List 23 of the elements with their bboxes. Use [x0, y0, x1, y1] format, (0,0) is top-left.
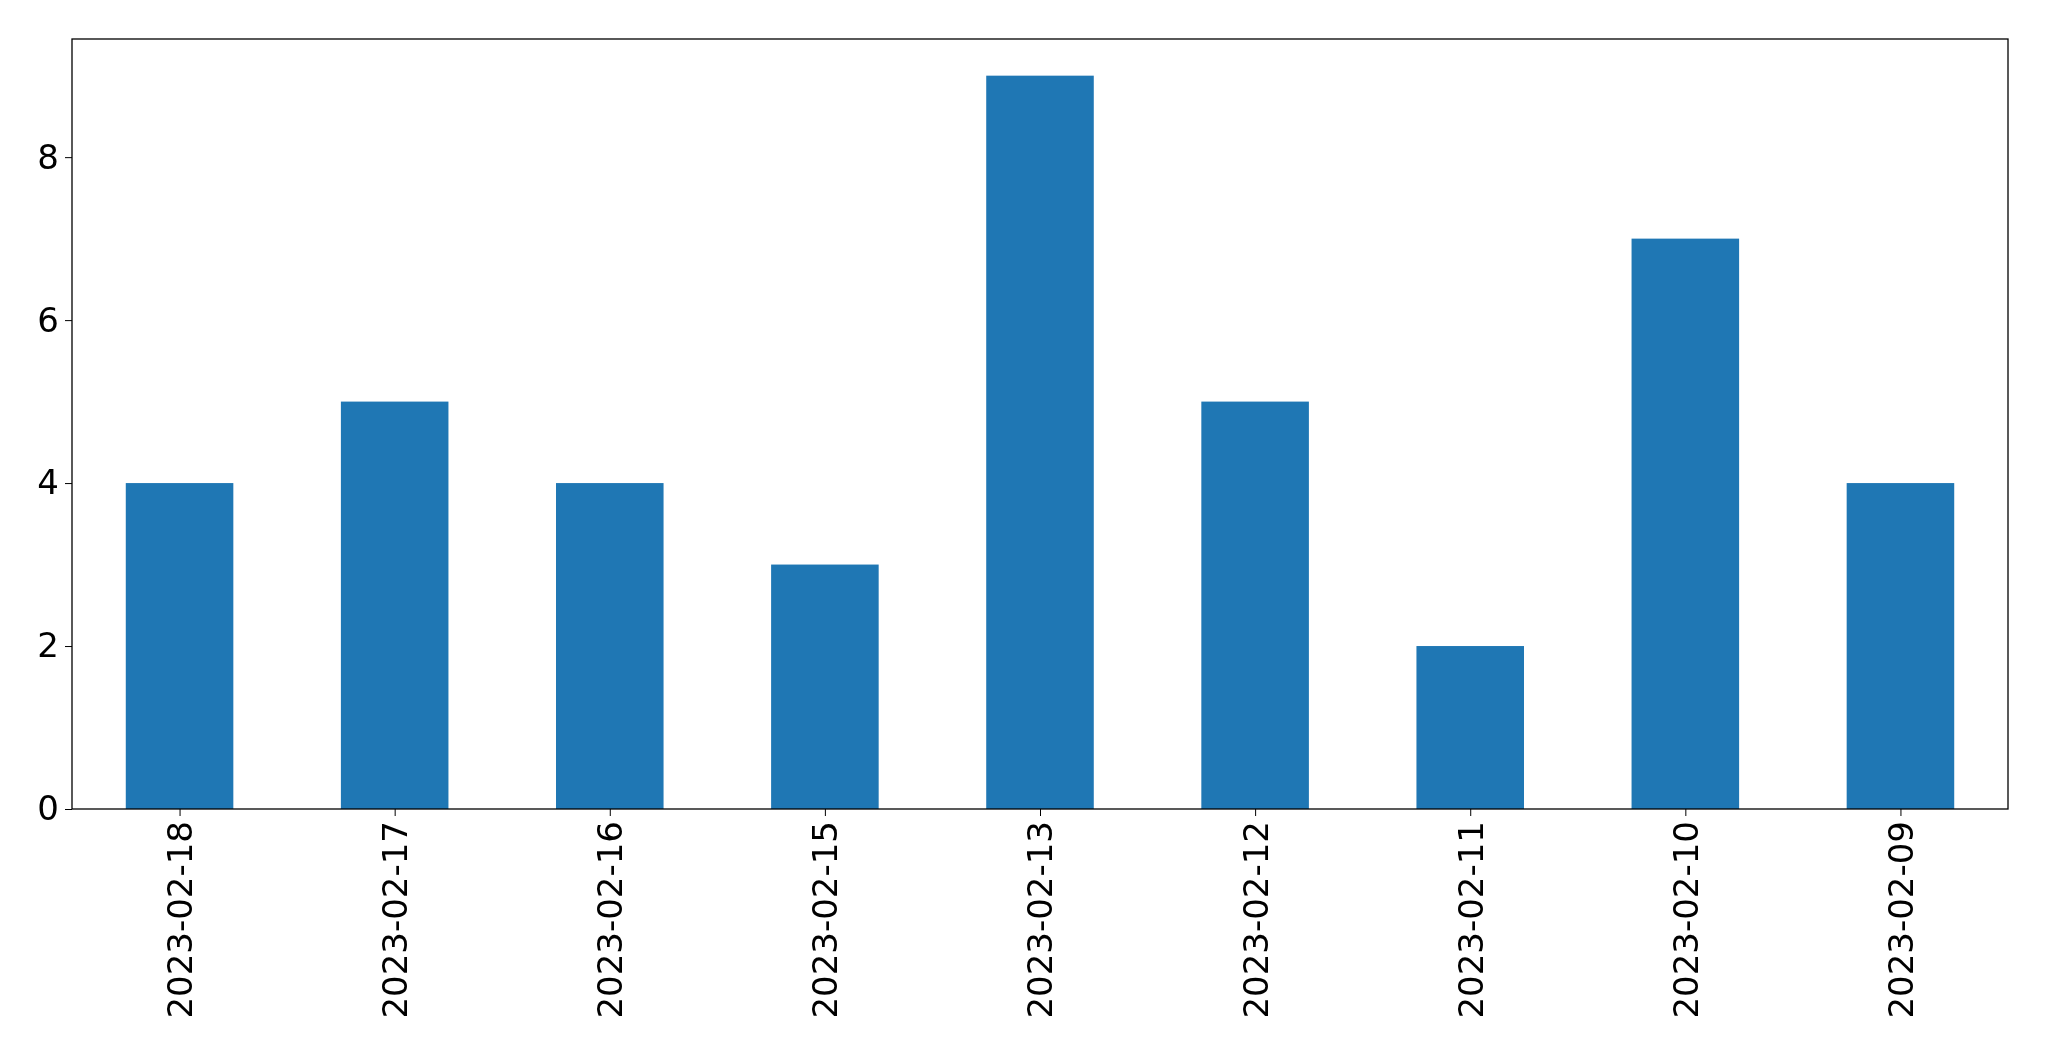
bar	[771, 564, 879, 809]
bar	[1631, 238, 1740, 809]
bar	[1201, 401, 1309, 809]
y-tick-label: 8	[37, 136, 59, 177]
x-tick-label: 2023-02-15	[805, 821, 846, 1019]
y-tick-label: 6	[37, 299, 59, 340]
bar	[986, 75, 1094, 809]
y-tick-label: 2	[37, 625, 59, 666]
x-tick-label: 2023-02-10	[1665, 821, 1706, 1019]
x-tick-label: 2023-02-18	[159, 821, 200, 1019]
bar	[1416, 646, 1524, 809]
y-tick-label: 0	[37, 788, 59, 829]
x-tick-label: 2023-02-12	[1235, 821, 1276, 1019]
x-tick-label: 2023-02-16	[590, 821, 631, 1019]
x-tick-label: 2023-02-09	[1880, 821, 1921, 1019]
bar	[556, 483, 664, 809]
bar	[125, 483, 234, 809]
x-tick-label: 2023-02-11	[1450, 821, 1491, 1019]
x-tick-label: 2023-02-17	[375, 821, 416, 1019]
bar	[1846, 483, 1955, 809]
y-tick-label: 4	[37, 462, 59, 503]
x-tick-label: 2023-02-13	[1020, 821, 1061, 1019]
bar	[340, 401, 449, 809]
